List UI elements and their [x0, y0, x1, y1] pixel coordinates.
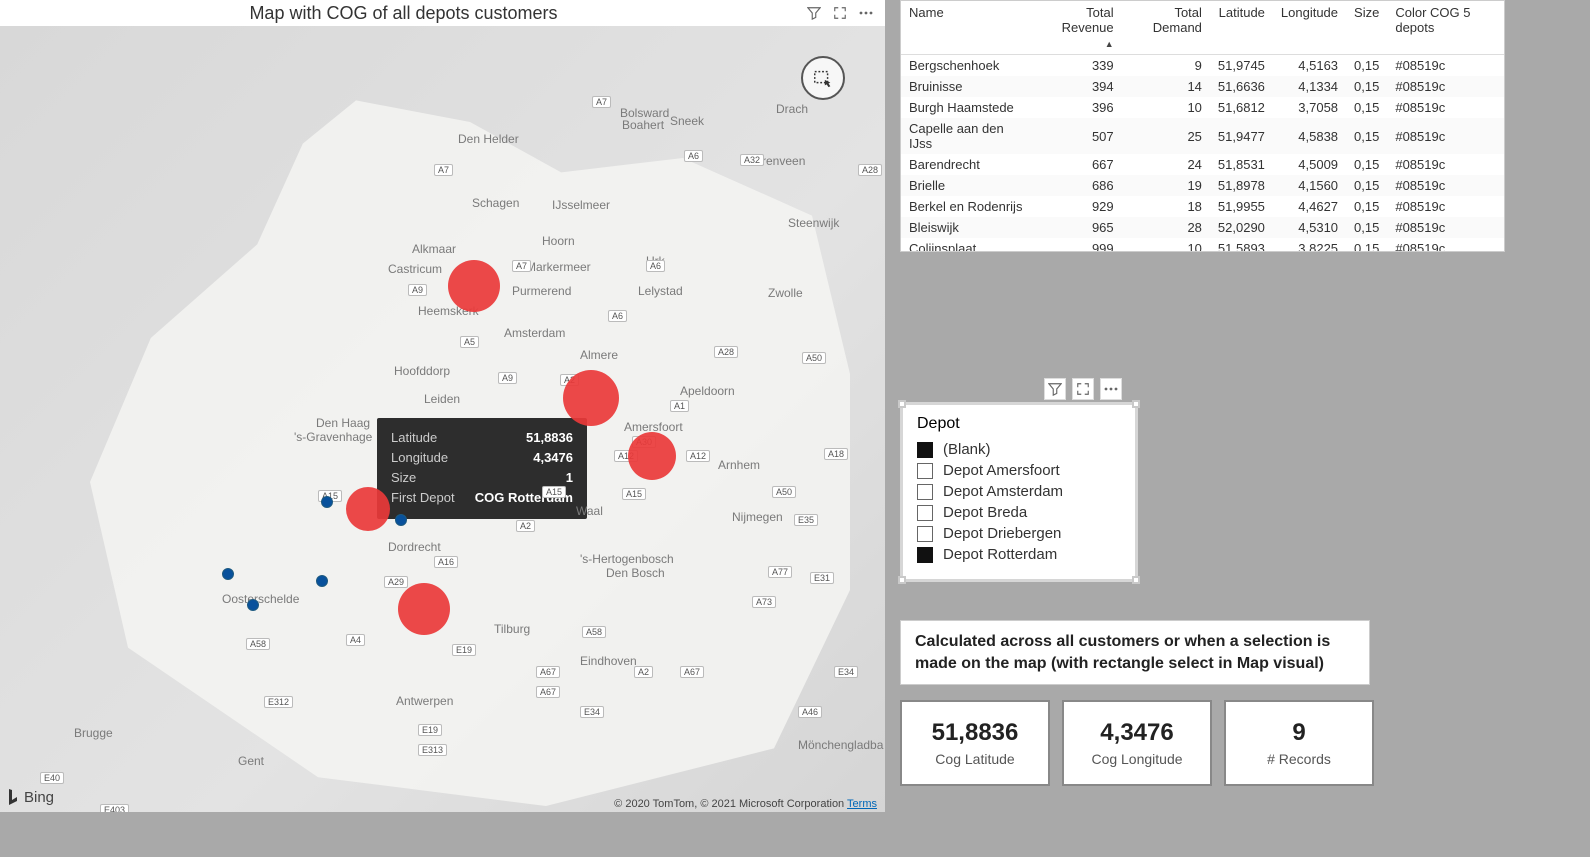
- city-label: Gent: [238, 754, 264, 768]
- bing-logo-text: Bing: [24, 789, 54, 806]
- column-header[interactable]: Total Revenue▲: [1030, 1, 1121, 55]
- slicer-item[interactable]: Depot Amsterdam: [917, 481, 1121, 502]
- road-badge: E34: [834, 666, 858, 678]
- focus-mode-icon[interactable]: [1072, 378, 1094, 400]
- customer-dot[interactable]: [395, 514, 407, 526]
- terms-link[interactable]: Terms: [847, 798, 877, 810]
- kpi-card: 9 # Records: [1224, 700, 1374, 786]
- map-credits: © 2020 TomTom, © 2021 Microsoft Corporat…: [614, 798, 877, 810]
- slicer-item-label: (Blank): [943, 441, 991, 458]
- slicer-header-icons: [1040, 378, 1122, 400]
- depot-bubble[interactable]: [346, 487, 390, 531]
- kpi-label: # Records: [1267, 751, 1331, 767]
- filter-icon[interactable]: [1044, 378, 1066, 400]
- table-row[interactable]: Bleiswijk9652852,02904,53100,15#08519c: [901, 217, 1504, 238]
- data-table[interactable]: NameTotal Revenue▲Total DemandLatitudeLo…: [901, 1, 1504, 252]
- road-badge: A28: [858, 164, 882, 176]
- map-tooltip: Latitude51,8836Longitude4,3476Size1First…: [377, 418, 587, 519]
- depot-bubble[interactable]: [628, 432, 676, 480]
- customer-dot[interactable]: [247, 599, 259, 611]
- table-row[interactable]: Capelle aan den IJss5072551,94774,58380,…: [901, 118, 1504, 154]
- table-row[interactable]: Bergschenhoek339951,97454,51630,15#08519…: [901, 55, 1504, 77]
- city-label: Brugge: [74, 726, 113, 740]
- slicer-item[interactable]: Depot Rotterdam: [917, 544, 1121, 565]
- slicer-item-label: Depot Amersfoort: [943, 462, 1060, 479]
- table-row[interactable]: Brielle6861951,89784,15600,15#08519c: [901, 175, 1504, 196]
- depot-bubble[interactable]: [398, 583, 450, 635]
- slicer-item-label: Depot Driebergen: [943, 525, 1061, 542]
- city-label: Sneek: [670, 114, 704, 128]
- table-row[interactable]: Colijnsplaat9991051,58933,82250,15#08519…: [901, 238, 1504, 252]
- map-canvas[interactable]: Latitude51,8836Longitude4,3476Size1First…: [0, 26, 885, 812]
- kpi-card: 51,8836 Cog Latitude: [900, 700, 1050, 786]
- road-badge: A7: [592, 96, 611, 108]
- road-badge: A32: [740, 154, 764, 166]
- column-header[interactable]: Longitude: [1273, 1, 1346, 55]
- kpi-value: 9: [1292, 719, 1305, 747]
- table-header-row[interactable]: NameTotal Revenue▲Total DemandLatitudeLo…: [901, 1, 1504, 55]
- slicer-item-label: Depot Breda: [943, 504, 1027, 521]
- city-label: Mönchengladba: [798, 738, 883, 752]
- more-options-icon[interactable]: [1100, 378, 1122, 400]
- city-label: Boahert: [622, 118, 664, 132]
- column-header[interactable]: Name: [901, 1, 1030, 55]
- map-visual: Map with COG of all depots customers Lat…: [0, 0, 885, 812]
- column-header[interactable]: Size: [1346, 1, 1387, 55]
- road-badge: A46: [798, 706, 822, 718]
- checkbox-icon: [917, 547, 933, 563]
- depot-slicer: Depot (Blank) Depot Amersfoort Depot Amste…: [900, 402, 1138, 582]
- kpi-label: Cog Longitude: [1091, 751, 1182, 767]
- checkbox-icon: [917, 505, 933, 521]
- depot-bubble[interactable]: [448, 260, 500, 312]
- table-row[interactable]: Barendrecht6672451,85314,50090,15#08519c: [901, 154, 1504, 175]
- slicer-item[interactable]: Depot Breda: [917, 502, 1121, 523]
- slicer-title: Depot: [917, 415, 1121, 433]
- table-row[interactable]: Berkel en Rodenrijs9291851,99554,46270,1…: [901, 196, 1504, 217]
- column-header[interactable]: Color COG 5 depots: [1387, 1, 1504, 55]
- table-row[interactable]: Bruinisse3941451,66364,13340,15#08519c: [901, 76, 1504, 97]
- rectangle-select-button[interactable]: [801, 56, 845, 100]
- road-badge: E403: [100, 804, 129, 812]
- slicer-item[interactable]: Depot Amersfoort: [917, 460, 1121, 481]
- column-header[interactable]: Total Demand: [1122, 1, 1210, 55]
- explanation-text: Calculated across all customers or when …: [900, 620, 1370, 685]
- bing-logo: Bing: [6, 788, 54, 806]
- table-row[interactable]: Burgh Haamstede3961051,68123,70580,15#08…: [901, 97, 1504, 118]
- customer-dot[interactable]: [222, 568, 234, 580]
- data-table-visual: NameTotal Revenue▲Total DemandLatitudeLo…: [900, 0, 1505, 252]
- kpi-value: 4,3476: [1100, 719, 1173, 747]
- customer-dot[interactable]: [316, 575, 328, 587]
- focus-mode-icon[interactable]: [829, 2, 851, 24]
- slicer-item-label: Depot Amsterdam: [943, 483, 1063, 500]
- checkbox-icon: [917, 484, 933, 500]
- road-badge: E40: [40, 772, 64, 784]
- map-header: Map with COG of all depots customers: [0, 0, 885, 26]
- checkbox-icon: [917, 442, 933, 458]
- city-label: Heerenveen: [740, 154, 805, 168]
- slicer-item[interactable]: (Blank): [917, 439, 1121, 460]
- slicer-item[interactable]: Depot Driebergen: [917, 523, 1121, 544]
- kpi-card: 4,3476 Cog Longitude: [1062, 700, 1212, 786]
- customer-dot[interactable]: [321, 496, 333, 508]
- city-label: Bolsward: [620, 106, 669, 120]
- filter-icon[interactable]: [803, 2, 825, 24]
- column-header[interactable]: Latitude: [1210, 1, 1273, 55]
- map-title: Map with COG of all depots customers: [8, 3, 799, 24]
- kpi-cards: 51,8836 Cog Latitude 4,3476 Cog Longitude 9 #…: [900, 700, 1374, 786]
- kpi-value: 51,8836: [932, 719, 1019, 747]
- checkbox-icon: [917, 463, 933, 479]
- city-label: Drach: [776, 102, 808, 116]
- kpi-label: Cog Latitude: [935, 751, 1014, 767]
- depot-bubble[interactable]: [563, 370, 619, 426]
- more-options-icon[interactable]: [855, 2, 877, 24]
- sort-asc-icon: ▲: [1105, 39, 1114, 49]
- slicer-item-label: Depot Rotterdam: [943, 546, 1057, 563]
- checkbox-icon: [917, 526, 933, 542]
